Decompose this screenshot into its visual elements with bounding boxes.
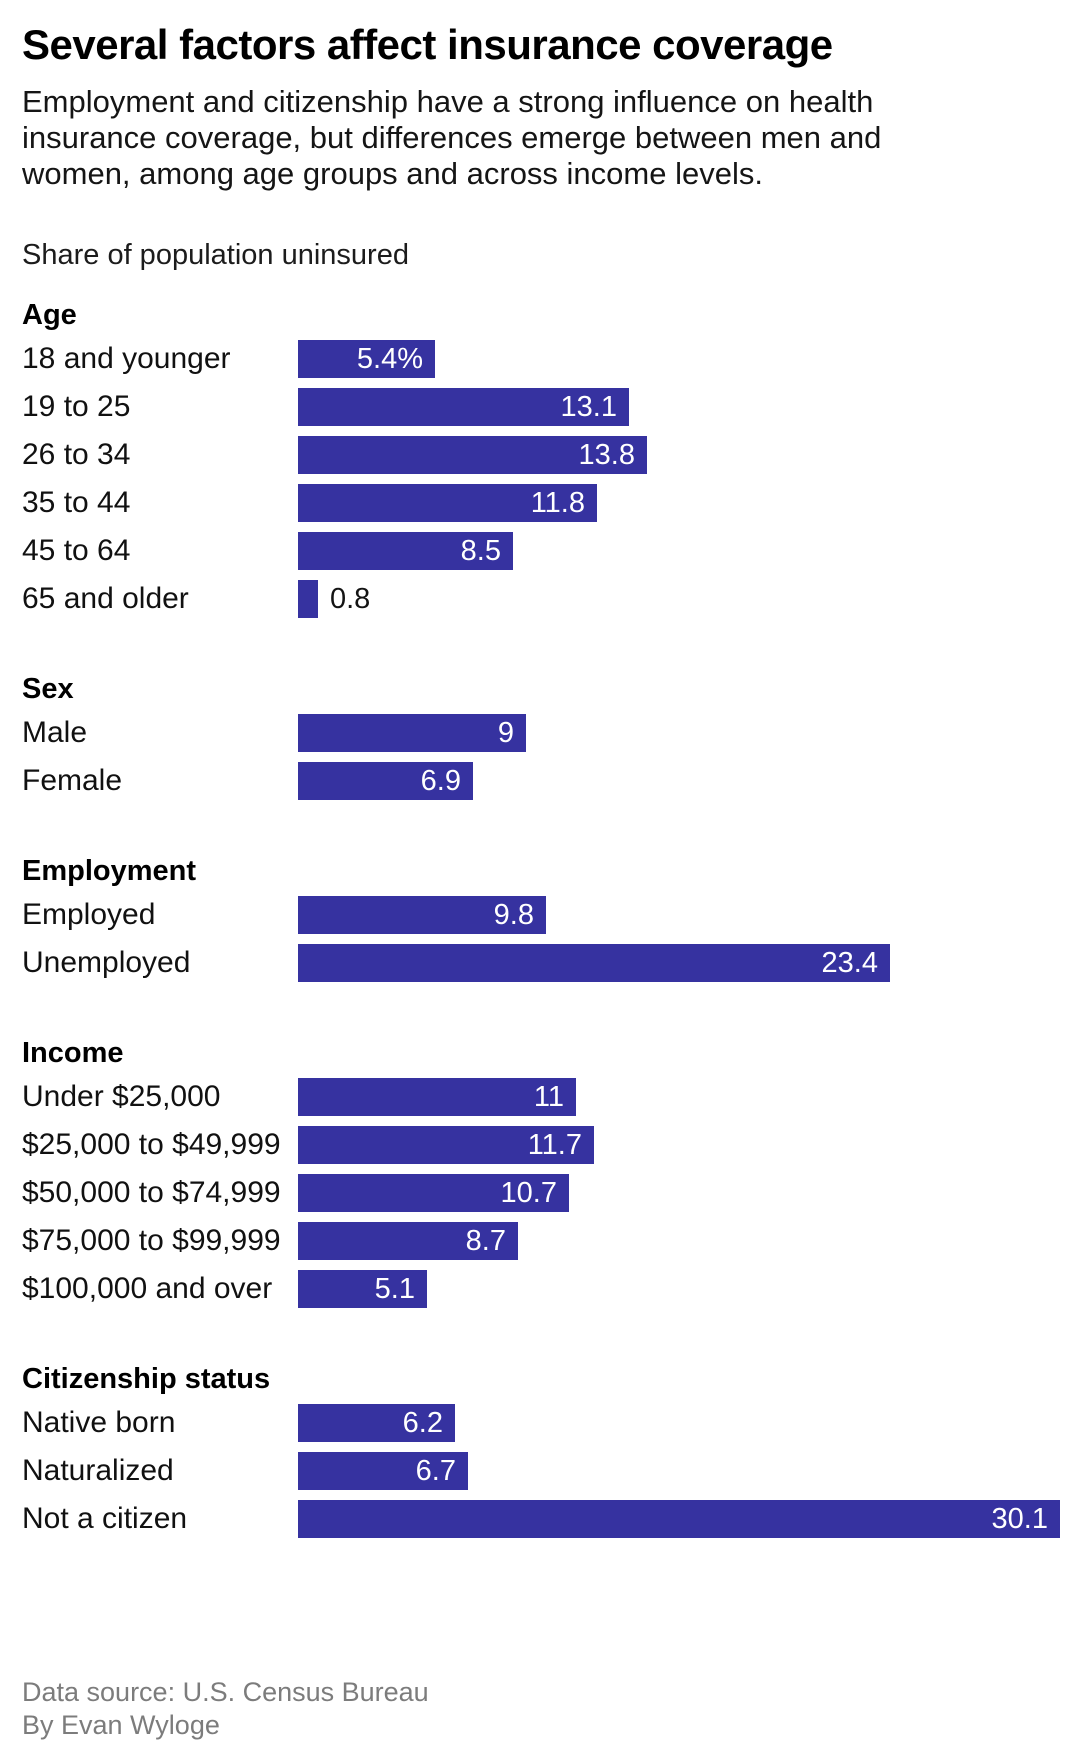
row-label: Naturalized	[22, 1454, 174, 1487]
bar-value: 8.7	[465, 1225, 506, 1257]
bar-row: 26 to 34 13.8	[22, 436, 1060, 474]
bar-row: $25,000 to $49,999 11.7	[22, 1126, 1060, 1164]
row-label: Under $25,000	[22, 1080, 221, 1113]
bar-value: 8.5	[460, 535, 501, 567]
chart-section-sex: Sex Male 9 Female 6.9	[22, 672, 1060, 800]
bar: 8.7	[298, 1222, 518, 1260]
chart-header: Several factors affect insurance coverag…	[22, 22, 1060, 272]
bar-value: 6.9	[420, 765, 461, 797]
chart-section-employment: Employment Employed 9.8 Unemployed 23.4	[22, 854, 1060, 982]
section-heading: Income	[22, 1037, 124, 1069]
bar: 6.7	[298, 1452, 468, 1490]
bar-row: 19 to 25 13.1	[22, 388, 1060, 426]
chart-section-age: Age 18 and younger 5.4% 19 to 25 13.1 26 to 3…	[22, 298, 1060, 618]
bar-row: Unemployed 23.4	[22, 944, 1060, 982]
bar-value: 23.4	[821, 947, 878, 979]
bar-value: 11	[533, 1081, 564, 1113]
bar-row: Employed 9.8	[22, 896, 1060, 934]
section-rows: Employed 9.8 Unemployed 23.4	[22, 896, 1060, 982]
chart-kicker: Share of population uninsured	[22, 239, 409, 271]
bar-row: Under $25,000 11	[22, 1078, 1060, 1116]
chart-section-citizenship-status: Citizenship status Native born 6.2 Naturali…	[22, 1362, 1060, 1538]
row-label: Native born	[22, 1406, 176, 1439]
bar-value: 9.8	[493, 899, 534, 931]
bar-row: Not a citizen 30.1	[22, 1500, 1060, 1538]
bar: 5.1	[298, 1270, 427, 1308]
section-heading: Employment	[22, 855, 197, 887]
bar-value: 6.2	[402, 1407, 443, 1439]
page-title: Several factors affect insurance coverag…	[22, 21, 833, 68]
bar: 13.1	[298, 388, 629, 426]
bar-value: 13.1	[560, 391, 617, 423]
bar: 10.7	[298, 1174, 569, 1212]
row-label: Unemployed	[22, 946, 191, 979]
bar-chart: Age 18 and younger 5.4% 19 to 25 13.1 26 to 3…	[22, 298, 1060, 1538]
section-heading: Sex	[22, 673, 74, 705]
bar: 0.8	[298, 580, 370, 618]
bar: 6.9	[298, 762, 473, 800]
row-label: Female	[22, 764, 123, 797]
bar-value: 11.7	[527, 1129, 582, 1161]
data-source: Data source: U.S. Census Bureau	[22, 1677, 429, 1707]
bar-row: 45 to 64 8.5	[22, 532, 1060, 570]
bar-row: 65 and older 0.8	[22, 580, 1060, 618]
section-heading: Citizenship status	[22, 1363, 271, 1395]
bar-row: Male 9	[22, 714, 1060, 752]
bar-row: Naturalized 6.7	[22, 1452, 1060, 1490]
bar-row: $100,000 and over 5.1	[22, 1270, 1060, 1308]
section-rows: 18 and younger 5.4% 19 to 25 13.1 26 to 34 13…	[22, 340, 1060, 618]
bar: 30.1	[298, 1500, 1060, 1538]
bar-value: 5.1	[374, 1273, 415, 1305]
bar-row: $75,000 to $99,999 8.7	[22, 1222, 1060, 1260]
row-label: $50,000 to $74,999	[22, 1176, 281, 1209]
row-label: 45 to 64	[22, 534, 131, 567]
bar-row: 35 to 44 11.8	[22, 484, 1060, 522]
bar: 5.4%	[298, 340, 435, 378]
row-label: $75,000 to $99,999	[22, 1224, 281, 1257]
section-rows: Male 9 Female 6.9	[22, 714, 1060, 800]
bar-row: 18 and younger 5.4%	[22, 340, 1060, 378]
row-label: 19 to 25	[22, 390, 131, 423]
row-label: Not a citizen	[22, 1502, 188, 1535]
bar: 23.4	[298, 944, 890, 982]
bar-value: 13.8	[578, 439, 635, 471]
bar: 8.5	[298, 532, 513, 570]
bar-value: 11.8	[530, 487, 585, 519]
bar: 11	[298, 1078, 576, 1116]
byline: By Evan Wyloge	[22, 1710, 220, 1740]
bar-value: 10.7	[500, 1177, 557, 1209]
row-label: Male	[22, 716, 88, 749]
row-label: 65 and older	[22, 582, 189, 615]
row-label: Employed	[22, 898, 156, 931]
bar: 11.8	[298, 484, 597, 522]
section-heading: Age	[22, 299, 77, 331]
chart-footer: Data source: U.S. Census Bureau By Evan …	[22, 1676, 1060, 1742]
bar: 13.8	[298, 436, 647, 474]
bar-row: $50,000 to $74,999 10.7	[22, 1174, 1060, 1212]
bar-value: 5.4%	[356, 343, 423, 375]
bar-value: 6.7	[415, 1455, 456, 1487]
section-rows: Under $25,000 11 $25,000 to $49,999 11.7 $50…	[22, 1078, 1060, 1308]
bar-value: 30.1	[991, 1503, 1048, 1535]
bar: 9	[298, 714, 526, 752]
bar-row: Female 6.9	[22, 762, 1060, 800]
chart-groups: Age 18 and younger 5.4% 19 to 25 13.1 26 to 3…	[22, 298, 1060, 1538]
bar-value: 9	[497, 717, 514, 749]
row-label: $100,000 and over	[22, 1272, 273, 1305]
row-label: 35 to 44	[22, 486, 131, 519]
bar: 6.2	[298, 1404, 455, 1442]
chart-section-income: Income Under $25,000 11 $25,000 to $49,999 1…	[22, 1036, 1060, 1308]
section-rows: Native born 6.2 Naturalized 6.7 Not a citize…	[22, 1404, 1060, 1538]
row-label: $25,000 to $49,999	[22, 1128, 281, 1161]
bar-row: Native born 6.2	[22, 1404, 1060, 1442]
chart-subtitle: Employment and citizenship have a strong…	[22, 84, 882, 191]
row-label: 18 and younger	[22, 342, 231, 375]
row-label: 26 to 34	[22, 438, 131, 471]
bar: 9.8	[298, 896, 546, 934]
bar: 11.7	[298, 1126, 594, 1164]
bar-value: 0.8	[330, 583, 371, 615]
